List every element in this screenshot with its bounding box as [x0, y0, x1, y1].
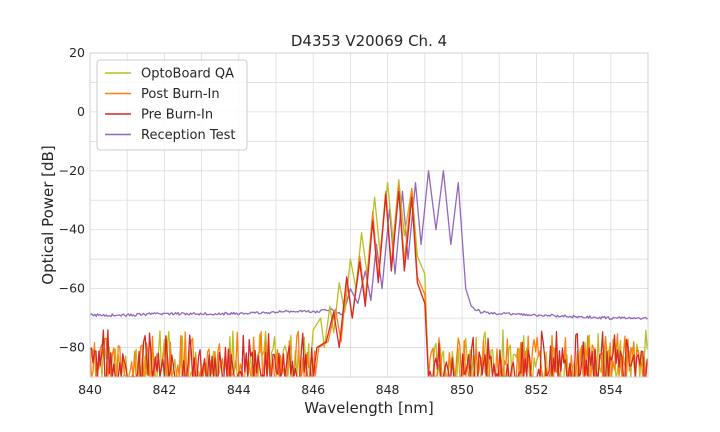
legend-label: Pre Burn-In: [141, 108, 213, 123]
y-tick-label: 20: [69, 45, 85, 60]
y-tick-label: −20: [59, 163, 85, 178]
tick-labels: 840 842 844 846 848 850 852 854 20 0 −20 −40 −60 −80: [59, 45, 623, 397]
x-tick-label: 850: [450, 382, 474, 397]
series-line-reception-test: [90, 170, 648, 320]
y-axis-label: Optical Power [dB]: [39, 145, 57, 284]
y-tick-label: −60: [59, 281, 85, 296]
y-tick-label: −40: [59, 222, 85, 237]
x-axis-label: Wavelength [nm]: [304, 399, 434, 417]
legend: OptoBoard QA Post Burn-In Pre Burn-In Recep…: [96, 59, 248, 151]
legend-label: OptoBoard QA: [141, 67, 234, 82]
x-tick-label: 848: [376, 382, 400, 397]
legend-box: [96, 59, 248, 151]
series-group: [90, 170, 648, 377]
chart-title: D4353 V20069 Ch. 4: [291, 32, 447, 50]
x-tick-label: 854: [599, 382, 623, 397]
x-tick-label: 844: [227, 382, 251, 397]
plot-border: [89, 52, 649, 378]
series-line-pre-burn-in: [90, 190, 648, 377]
x-tick-label: 852: [524, 382, 548, 397]
x-tick-label: 846: [301, 382, 325, 397]
x-tick-label: 842: [152, 382, 176, 397]
legend-label: Post Burn-In: [141, 87, 220, 102]
x-tick-label: 840: [78, 382, 102, 397]
y-tick-label: −80: [59, 340, 85, 355]
legend-label: Reception Test: [141, 128, 235, 143]
y-tick-label: 0: [77, 104, 85, 119]
